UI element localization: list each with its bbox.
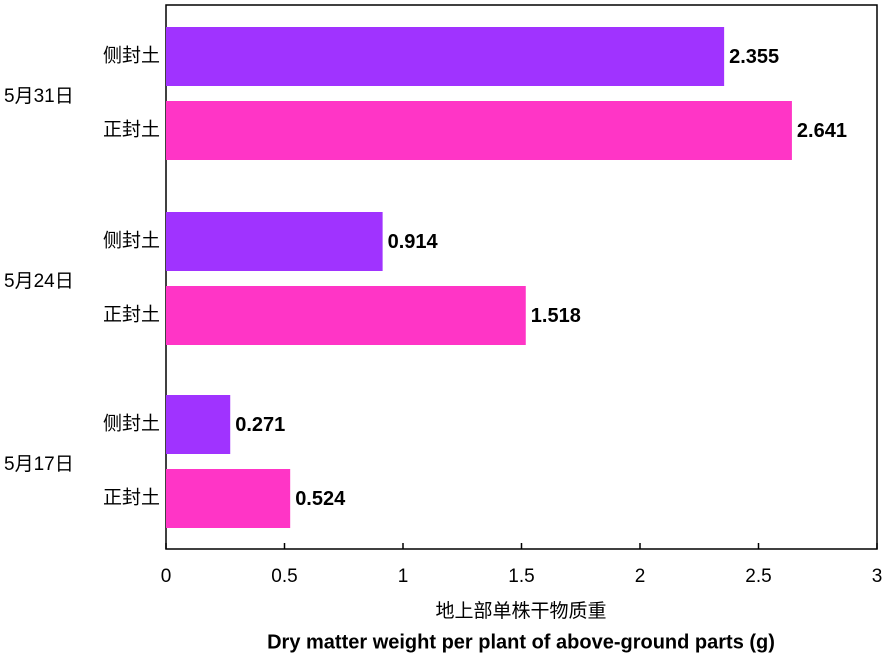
series-label: 侧封土: [103, 413, 160, 435]
bar: [166, 469, 291, 528]
x-tick-label: 0.5: [271, 566, 297, 587]
x-tick-label: 2: [635, 566, 646, 587]
value-label: 2.641: [797, 120, 847, 142]
series-label: 正封土: [103, 487, 160, 509]
group-label: 5月24日: [4, 271, 74, 292]
bar: [166, 27, 725, 86]
bar: [166, 395, 231, 454]
bar: [166, 212, 383, 271]
value-label: 2.355: [729, 46, 779, 68]
x-tick-label: 3: [872, 566, 883, 587]
value-label: 0.914: [388, 231, 439, 253]
series-label: 侧封土: [103, 45, 160, 67]
series-label: 正封土: [103, 304, 160, 326]
value-label: 1.518: [531, 305, 581, 327]
x-tick-label: 0: [161, 566, 172, 587]
bar: [166, 286, 526, 345]
plot-frame: [165, 4, 878, 550]
group-label: 5月17日: [4, 454, 74, 475]
x-tick-label: 2.5: [745, 566, 771, 587]
value-label: 0.271: [235, 414, 285, 436]
bar: [166, 101, 792, 160]
value-label: 0.524: [295, 488, 346, 510]
series-label: 正封土: [103, 119, 160, 141]
group-label: 5月31日: [4, 86, 74, 107]
x-axis-label: 地上部单株干物质重: [435, 600, 606, 622]
x-tick-label: 1: [398, 566, 409, 587]
x-axis-label-en: Dry matter weight per plant of above-gro…: [267, 631, 775, 653]
x-tick-label: 1.5: [508, 566, 534, 587]
series-label: 侧封土: [103, 230, 160, 252]
